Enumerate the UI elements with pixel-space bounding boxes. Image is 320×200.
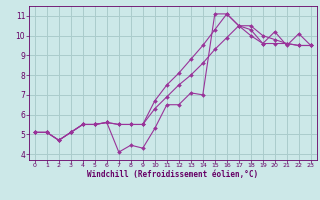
X-axis label: Windchill (Refroidissement éolien,°C): Windchill (Refroidissement éolien,°C) <box>87 170 258 179</box>
